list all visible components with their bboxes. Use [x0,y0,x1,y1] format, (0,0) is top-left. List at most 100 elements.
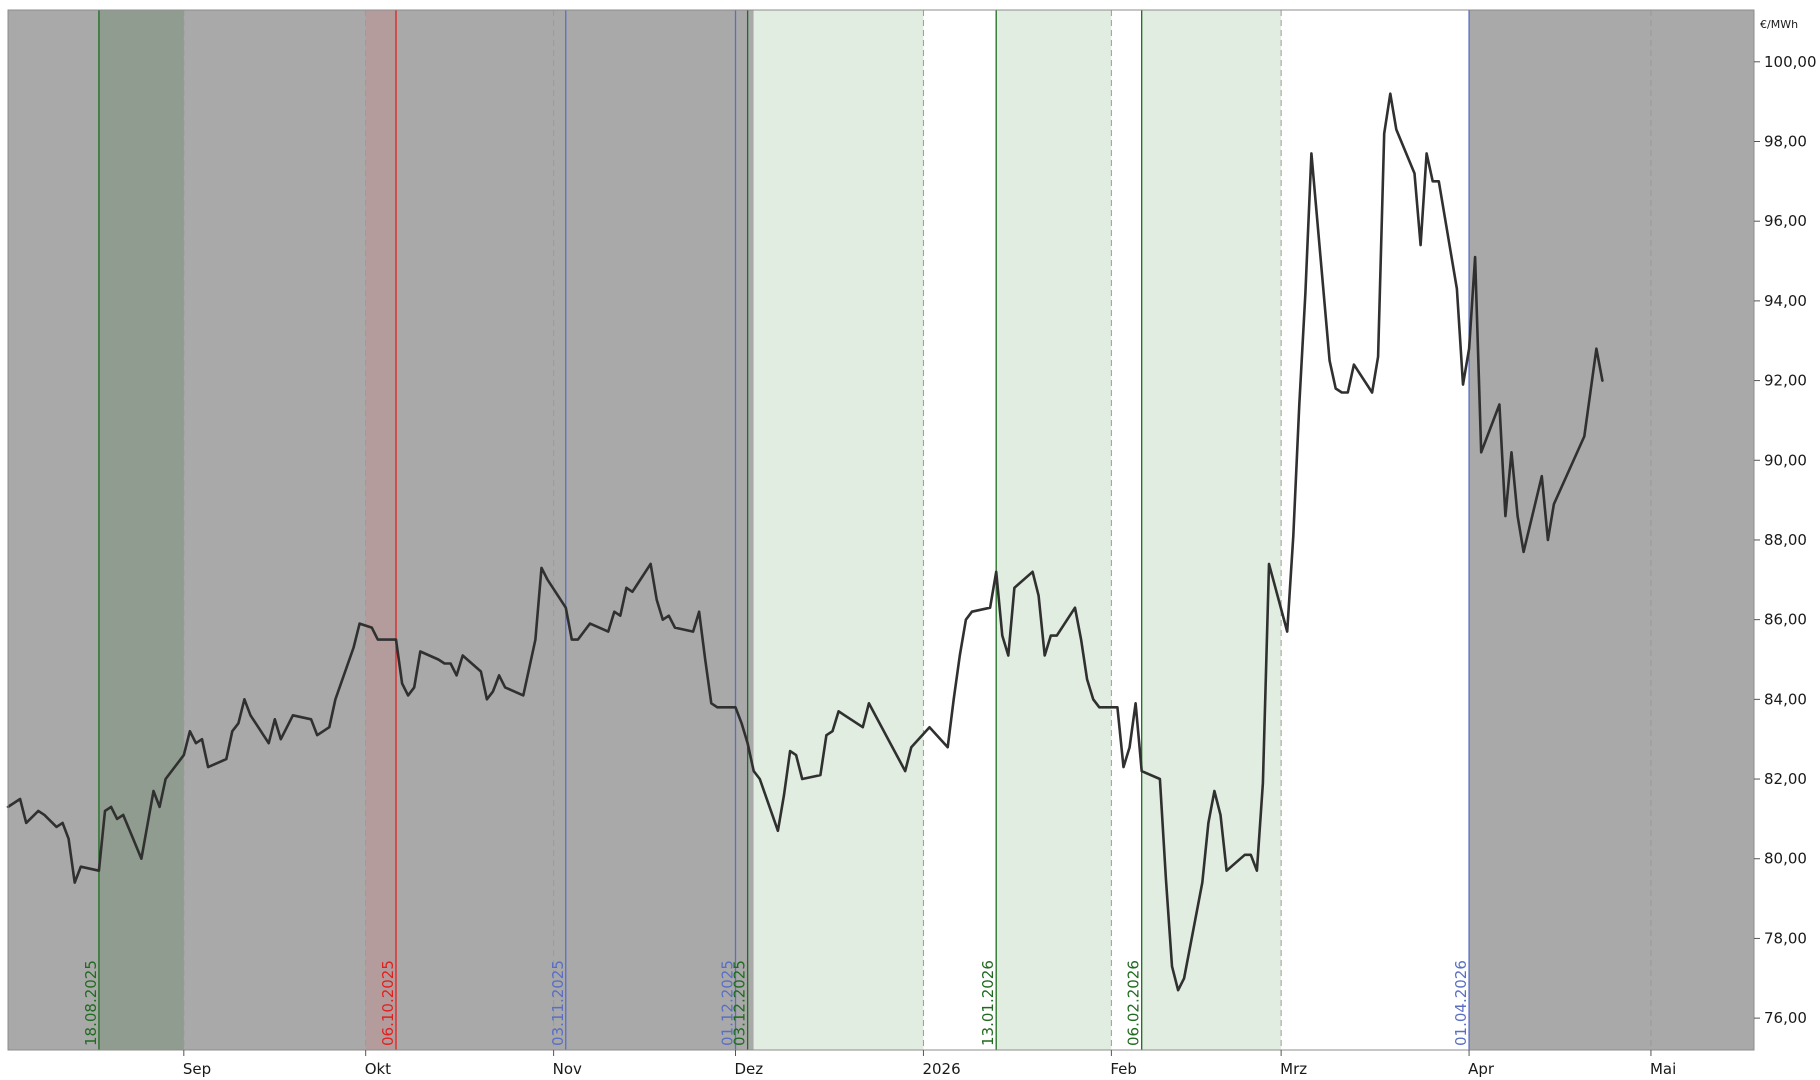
event-marker-label-6: 06.02.2026 [1125,960,1143,1046]
y-tick-label: 90,00 [1764,451,1807,469]
data-point [1122,766,1125,768]
data-point [1329,360,1331,362]
data-point [456,674,458,677]
data-point [140,858,142,860]
x-tick-label: Dez [735,1060,764,1078]
data-point [98,870,100,872]
data-point [692,631,694,633]
data-point [1207,822,1209,824]
data-point [37,810,39,812]
data-point [1226,870,1228,872]
y-tick-label: 98,00 [1764,132,1807,150]
data-point [1050,635,1052,637]
x-tick-label: Nov [553,1060,582,1078]
data-point [1541,475,1543,477]
data-point [1086,678,1088,681]
data-point [110,806,112,808]
data-point [571,639,573,641]
data-point [280,738,282,740]
data-point [534,639,537,641]
data-point [1201,882,1203,884]
data-point [1389,93,1391,95]
y-tick-label: 88,00 [1764,531,1807,549]
data-point [274,718,276,720]
data-point [1468,348,1470,350]
data-point [237,722,239,724]
data-point [437,658,439,661]
data-point [74,882,76,884]
event-marker-label-1: 06.10.2025 [379,960,397,1046]
data-point [1583,435,1585,437]
x-tick-label: Mai [1650,1060,1676,1078]
data-point [462,654,464,657]
data-point [152,790,155,792]
data-point [904,770,906,772]
data-point [868,702,870,704]
data-point [1553,503,1555,505]
data-point [783,794,785,796]
data-point [1080,639,1082,641]
x-axis: Sep Okt Nov Dez 2026 Feb Mrz Apr Mai [183,1050,1676,1078]
x-tick-label: Feb [1110,1060,1137,1078]
y-tick-label: 82,00 [1764,770,1807,788]
data-point [1038,595,1040,597]
data-point [55,826,58,828]
x-tick-label: Sep [183,1060,211,1078]
data-point [607,631,609,633]
data-point [1547,539,1549,541]
data-point [480,670,482,673]
data-point [1292,535,1294,537]
data-point [656,599,658,601]
y-tick-label: 80,00 [1764,850,1807,868]
data-point [310,718,312,720]
data-point [1413,172,1416,174]
background-region-3 [753,10,924,1050]
data-point [1438,180,1440,182]
data-point [971,611,973,613]
data-point [741,722,743,724]
data-point [1244,854,1246,856]
x-tick-label: 2026 [922,1060,960,1078]
data-point [698,611,700,613]
data-point [419,650,421,653]
data-point [116,818,118,820]
data-point [450,662,452,665]
data-point [1141,770,1143,772]
data-point [844,714,846,716]
data-point [1171,965,1173,967]
data-point [1007,654,1009,657]
data-point [207,766,209,768]
data-point [1510,451,1513,453]
data-point [413,686,415,689]
data-point [734,706,737,708]
plot-frame [7,9,1755,1051]
data-point [613,611,615,613]
y-tick-label: 86,00 [1764,611,1807,629]
event-marker-label-2: 03.11.2025 [549,960,567,1046]
data-point [195,742,197,744]
data-point [68,838,70,840]
data-point [401,682,403,685]
event-marker-label-7: 01.04.2026 [1452,960,1470,1046]
x-tick-label: Okt [365,1060,391,1078]
data-point [747,742,749,744]
data-point [540,567,543,569]
data-point [789,750,791,752]
data-point [189,730,191,732]
data-point [1341,391,1343,394]
data-point [1032,571,1034,573]
data-point [674,627,676,629]
data-point [668,615,670,617]
data-point [947,746,949,748]
data-point [1462,384,1464,386]
data-point [122,814,124,816]
data-point [716,706,718,708]
data-point [231,730,233,732]
price-series [6,92,1604,992]
data-point [862,726,864,728]
data-point [819,774,822,776]
background-region-2 [365,10,396,1050]
y-tick-label: 76,00 [1764,1009,1807,1027]
data-point [159,806,161,808]
data-point [201,738,203,740]
